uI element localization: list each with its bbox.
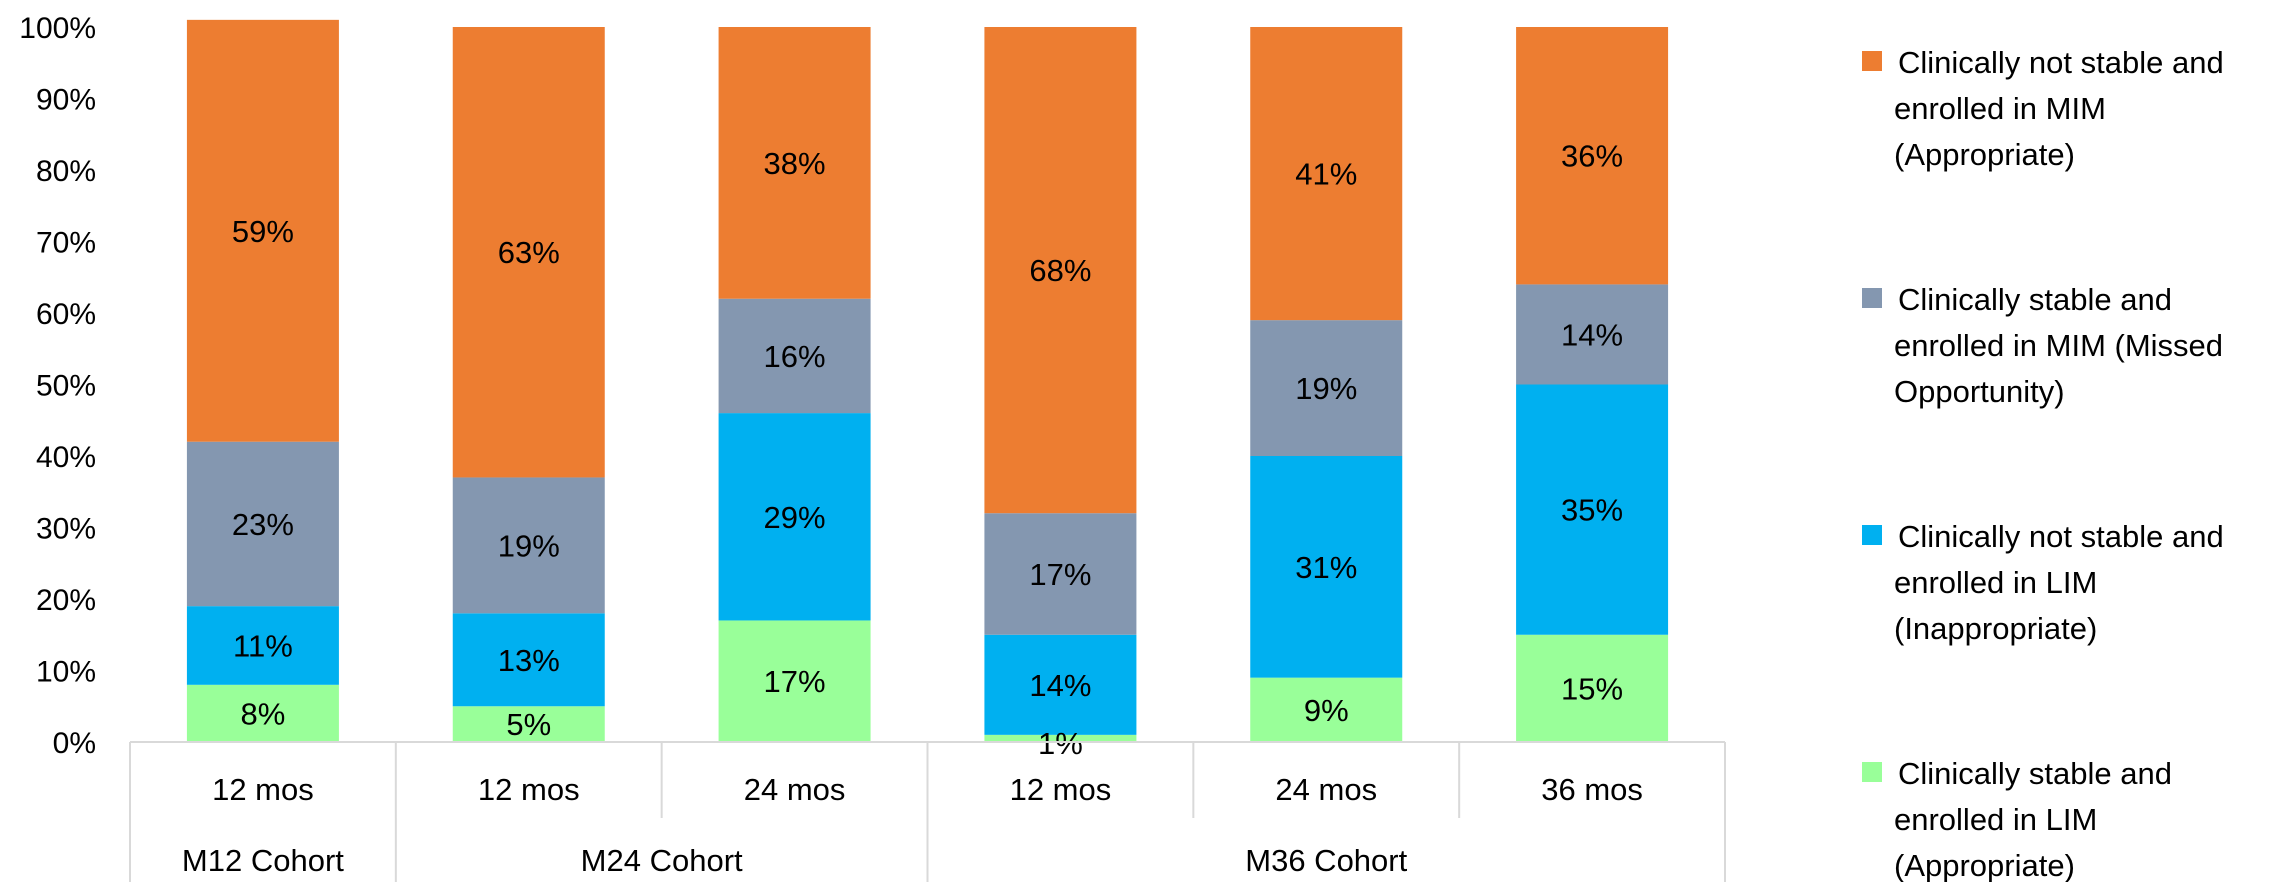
data-label: 11%	[233, 628, 293, 663]
x-category-label: 12 mos	[1010, 772, 1112, 807]
legend-swatch	[1862, 525, 1882, 545]
legend-label: Clinically not stable and	[1898, 45, 2224, 80]
data-label: 9%	[1304, 693, 1349, 728]
data-label: 17%	[764, 664, 826, 699]
bar-segment	[1250, 677, 1403, 742]
data-labels: 8% 11% 23% 59% 5% 13% 19% 63% 17% 29% 16% 38% 1% 14% 1…	[232, 139, 1623, 761]
x-category-label: 12 mos	[478, 772, 580, 807]
data-label: 15%	[1561, 671, 1623, 706]
data-label: 36%	[1561, 139, 1623, 174]
bar-segment	[1250, 320, 1403, 456]
data-label: 59%	[232, 214, 294, 249]
legend-label: enrolled in LIM	[1894, 802, 2097, 837]
data-label: 13%	[498, 643, 560, 678]
data-label: 8%	[241, 696, 286, 731]
bar-segment	[452, 613, 605, 707]
data-label: 63%	[498, 235, 560, 270]
legend-label: (Inappropriate)	[1894, 611, 2097, 646]
x-group-label: M24 Cohort	[581, 843, 743, 878]
legend-swatch	[1862, 51, 1882, 71]
data-label: 38%	[764, 146, 826, 181]
bar-segment	[718, 413, 871, 621]
bar-segment	[984, 27, 1137, 514]
bar-segment	[186, 19, 339, 442]
legend-label: (Appropriate)	[1894, 137, 2075, 172]
y-tick-label: 50%	[36, 370, 96, 403]
y-tick-label: 60%	[36, 298, 96, 331]
data-label: 16%	[764, 339, 826, 374]
data-label: 31%	[1295, 550, 1357, 585]
data-label: 68%	[1029, 253, 1091, 288]
bar-segment	[1516, 634, 1669, 742]
legend-label: enrolled in MIM (Missed	[1894, 328, 2223, 363]
legend: Clinically not stable and enrolled in MIM…	[1862, 45, 2224, 882]
x-axis: 12 mos 12 mos 24 mos 12 mos 24 mos 36 mos M12 …	[129, 741, 1726, 882]
data-label: 5%	[506, 707, 551, 742]
bar-segment	[186, 684, 339, 742]
data-label: 14%	[1029, 668, 1091, 703]
x-group-label: M12 Cohort	[182, 843, 344, 878]
legend-label: Opportunity)	[1894, 374, 2065, 409]
legend-label: Clinically not stable and	[1898, 519, 2224, 554]
bar-segment	[186, 606, 339, 685]
data-label: 17%	[1029, 557, 1091, 592]
y-tick-label: 10%	[36, 656, 96, 689]
bar-segment	[984, 634, 1137, 735]
legend-label: enrolled in MIM	[1894, 91, 2106, 126]
y-tick-label: 100%	[19, 12, 96, 45]
data-label: 29%	[764, 500, 826, 535]
bar-segment	[1250, 27, 1403, 321]
legend-swatch	[1862, 288, 1882, 308]
bars	[186, 19, 1669, 742]
bar-segment	[452, 706, 605, 742]
legend-label: (Appropriate)	[1894, 848, 2075, 882]
y-tick-label: 30%	[36, 513, 96, 546]
bar-segment	[186, 441, 339, 607]
data-label: 19%	[1295, 371, 1357, 406]
y-tick-label: 80%	[36, 155, 96, 188]
bar-segment	[1516, 27, 1669, 285]
bar-segment	[718, 298, 871, 414]
y-tick-label: 70%	[36, 227, 96, 260]
bar-segment	[452, 27, 605, 478]
data-label: 14%	[1561, 317, 1623, 352]
bar-segment	[718, 27, 871, 299]
y-axis: 0% 10% 20% 30% 40% 50% 60% 70% 80% 90% 100%	[19, 12, 96, 760]
data-label: 1%	[1038, 726, 1083, 761]
x-category-label: 12 mos	[212, 772, 314, 807]
y-tick-label: 0%	[53, 727, 96, 760]
legend-label: Clinically stable and	[1898, 282, 2172, 317]
bar-segment	[718, 620, 871, 742]
y-tick-label: 20%	[36, 584, 96, 617]
y-tick-label: 40%	[36, 441, 96, 474]
bar-segment	[1516, 384, 1669, 635]
bar-segment	[452, 477, 605, 614]
x-category-label: 36 mos	[1541, 772, 1643, 807]
legend-label: enrolled in LIM	[1894, 565, 2097, 600]
x-category-label: 24 mos	[744, 772, 846, 807]
bar-segment	[984, 734, 1137, 742]
bar-segment	[984, 513, 1137, 635]
data-label: 19%	[498, 528, 560, 563]
legend-swatch	[1862, 762, 1882, 782]
y-tick-label: 90%	[36, 84, 96, 117]
bar-segment	[1516, 284, 1669, 385]
data-label: 35%	[1561, 493, 1623, 528]
x-group-label: M36 Cohort	[1245, 843, 1407, 878]
data-label: 23%	[232, 507, 294, 542]
data-label: 41%	[1295, 157, 1357, 192]
x-category-label: 24 mos	[1275, 772, 1377, 807]
legend-label: Clinically stable and	[1898, 756, 2172, 791]
bar-segment	[1250, 456, 1403, 678]
